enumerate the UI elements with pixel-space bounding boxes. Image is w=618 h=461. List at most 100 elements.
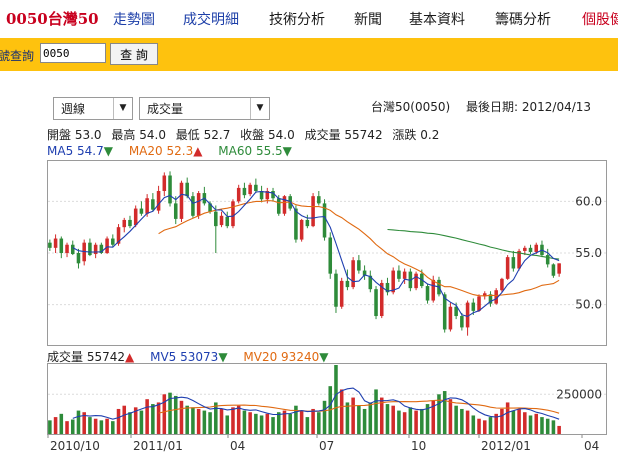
volume-bar [225,415,230,434]
candle-body [368,275,373,290]
volume-bar [482,420,487,434]
nav-news[interactable]: 新聞 [354,12,382,28]
volume-bar [551,420,556,434]
nav-basic-info[interactable]: 基本資料 [409,12,465,28]
nav-trade-details[interactable]: 成交明細 [183,12,239,28]
volume-bar [294,405,298,434]
volume-bar [276,412,281,434]
indicator-select-value: 成交量 [147,102,184,116]
candle-body [254,184,258,191]
candle-body [265,191,270,200]
volume-bar [70,419,75,434]
volume-bar [477,418,481,434]
volume-bar [122,405,127,434]
volume-bar [219,408,224,434]
x-axis-label: 2012/01 [481,439,531,453]
candle-body [128,219,132,227]
candle-body [523,247,527,251]
ma20-legend: MA20 52.3▲ [128,144,203,158]
volume-bar [368,402,373,434]
volume-bar [357,405,361,434]
volume-bar [128,412,132,434]
mv20-line [158,399,560,414]
chevron-down-icon: ▼ [250,98,269,119]
candle-body [99,244,104,253]
candle-body [48,242,52,248]
mv5-line [72,387,560,420]
volume-bar [505,402,510,434]
volume-bar [311,408,315,434]
chevron-down-icon: ▼ [113,98,132,119]
candle-body [345,280,350,288]
volume-bar [351,397,355,434]
candle-body [196,193,201,216]
candle-body [322,203,327,238]
candle-body [88,242,92,256]
volume-bar [185,405,189,434]
quote-summary: 開盤 53.0 最高 54.0 最低 52.7 收盤 54.0 成交量 5574… [47,126,445,143]
stock-code-input[interactable] [40,43,106,63]
volume-bar [65,421,69,434]
indicator-select[interactable]: 成交量 ▼ [139,97,270,120]
volume-bar [540,417,544,434]
arrow-down-icon: ▼ [103,144,113,158]
mv20-legend: MV20 93240▼ [243,350,329,364]
volume-legend: 成交量 55742▲ MV5 53073▼ MV20 93240▼ [47,348,340,365]
candle-body [460,316,464,328]
candle-body [208,203,212,212]
search-bar: 號查詢 查 詢 [0,38,618,71]
volume-bar [248,412,252,434]
volume-bar [345,402,350,434]
candle-body [357,260,361,271]
candle-body [545,255,550,265]
ma5-legend: MA5 54.7▼ [47,144,113,158]
volume-bar [379,397,384,434]
high-price: 最高 54.0 [111,128,166,142]
candle-body [374,289,378,317]
stock-title: 0050台灣50 [6,10,99,28]
candle-body [448,306,453,330]
volume-bar [254,413,258,434]
arrow-down-icon: ▼ [282,144,292,158]
candle-body [276,198,281,214]
search-button[interactable]: 查 詢 [110,43,158,65]
volume-bar [334,365,338,434]
volume-bar [48,420,52,434]
candle-body [236,187,241,202]
candle-body [494,290,498,304]
volume-bar [488,417,493,434]
arrow-up-icon: ▲ [125,350,135,364]
candle-body [145,198,149,214]
volume-bar [236,405,241,434]
mv5-legend: MV5 53073▼ [150,350,228,364]
volume-bar [214,402,218,434]
candle-body [339,280,344,307]
volume-bar [282,410,287,434]
nav-stock-health[interactable]: 個股健 [582,12,618,28]
volume-tick-label: 250000 [556,387,602,401]
candle-body [425,286,430,301]
volume-bar [511,410,516,434]
volume-bar [397,410,401,434]
volume-bar [385,404,390,434]
candle-body [362,270,367,276]
nav-chip-analysis[interactable]: 籌碼分析 [495,12,551,28]
candle-body [116,227,121,244]
nav-technical-analysis[interactable]: 技術分析 [269,12,325,28]
volume-bar [448,399,453,434]
volume-bar [59,413,64,434]
volume-bar [168,392,172,434]
nav-trend-chart[interactable]: 走勢圖 [113,12,155,28]
search-label: 號查詢 [0,49,35,63]
candle-body [133,208,138,226]
volume-bar [82,412,86,434]
volume-value: 成交量 55742 [304,128,383,142]
volume-bar [242,410,247,434]
candle-body [528,247,533,252]
period-select[interactable]: 週線 ▼ [53,97,133,120]
volume-bar [534,413,539,434]
candle-body [259,191,264,200]
volume-bar [271,417,275,434]
volume-bar [179,400,184,434]
close-price: 收盤 54.0 [240,128,295,142]
